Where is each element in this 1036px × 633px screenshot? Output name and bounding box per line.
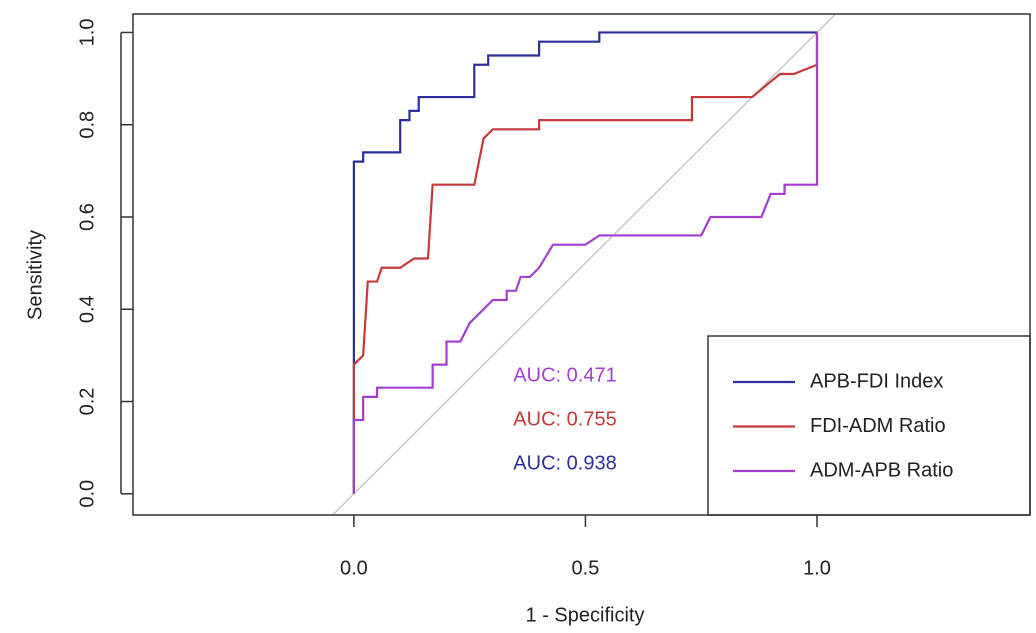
roc-curve (352, 32, 819, 494)
y-tick-label: 0.4 (76, 295, 98, 323)
plot-area (352, 31, 819, 494)
x-tick-label: 0.0 (340, 557, 368, 579)
x-tick-label: 1.0 (803, 557, 831, 579)
y-tick-label: 0.6 (76, 203, 98, 231)
plot-frame (132, 13, 1031, 516)
legend-label: APB-FDI Index (810, 370, 943, 392)
auc-annotation: AUC: 0.755 (513, 408, 616, 430)
x-tick-label: 0.5 (572, 557, 600, 579)
y-tick-label: 1.0 (76, 19, 98, 47)
y-tick-label: 0.0 (76, 480, 98, 508)
legend-label: ADM-APB Ratio (810, 459, 953, 481)
x-axis-label: 1 - Specificity (526, 604, 645, 626)
auc-annotation: AUC: 0.471 (513, 364, 616, 386)
auc-annotation: AUC: 0.938 (513, 452, 616, 474)
roc-curve (352, 31, 817, 494)
y-tick-label: 0.8 (76, 111, 98, 139)
roc-curve (352, 32, 819, 494)
legend-label: FDI-ADM Ratio (810, 415, 946, 437)
y-axis-label: Sensitivity (24, 230, 46, 320)
y-tick-label: 0.2 (76, 388, 98, 416)
